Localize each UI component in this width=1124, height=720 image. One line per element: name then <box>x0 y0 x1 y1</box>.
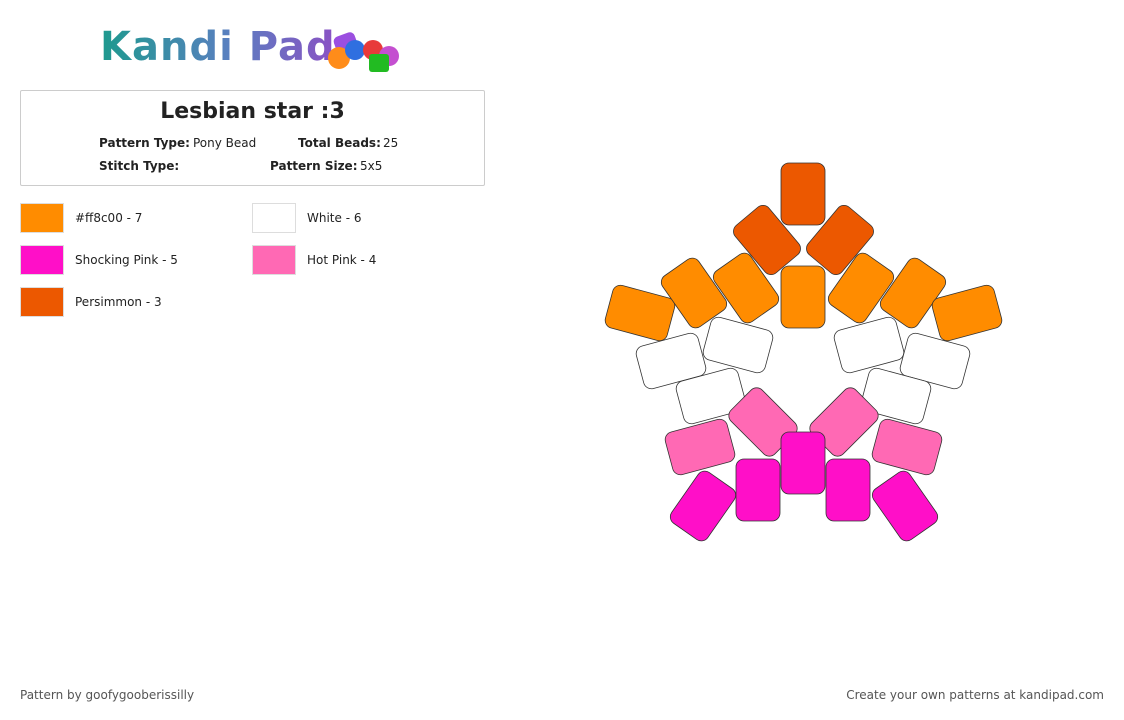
bead <box>825 458 871 522</box>
legend-swatch <box>252 203 296 233</box>
bead <box>871 418 943 476</box>
footer-credit: Pattern by goofygooberissilly <box>20 688 195 702</box>
bead <box>806 204 874 276</box>
field-value: 5x5 <box>360 159 383 173</box>
bead <box>669 470 737 542</box>
bead <box>660 257 728 329</box>
bead <box>780 162 826 226</box>
bead <box>780 431 826 495</box>
legend-label: Hot Pink - 4 <box>307 253 377 267</box>
legend-label: Shocking Pink - 5 <box>75 253 178 267</box>
field-value: Pony Bead <box>193 136 257 150</box>
bead <box>860 367 932 425</box>
bead <box>780 265 826 329</box>
bead <box>712 252 780 324</box>
bead <box>833 316 905 374</box>
bead <box>871 470 939 542</box>
bead <box>664 418 736 476</box>
field-label: Pattern Size: <box>270 159 358 173</box>
legend-swatch <box>252 245 296 275</box>
legend-label: Persimmon - 3 <box>75 295 162 309</box>
logo[interactable]: Kandi Pad <box>100 24 336 70</box>
field-label: Stitch Type: <box>99 159 180 173</box>
bead <box>702 316 774 374</box>
field-value: 25 <box>383 136 399 150</box>
bead <box>827 252 895 324</box>
bead <box>733 204 801 276</box>
bead <box>931 284 1003 342</box>
bead <box>735 458 781 522</box>
legend-swatch <box>20 245 64 275</box>
logo-icon <box>328 32 399 72</box>
bead <box>604 284 676 342</box>
bead <box>899 332 971 390</box>
bead <box>675 367 747 425</box>
legend-label: White - 6 <box>307 211 362 225</box>
legend-swatch <box>20 287 64 317</box>
footer-link[interactable]: Create your own patterns at kandipad.com <box>846 688 1104 702</box>
legend-swatch <box>20 203 64 233</box>
bead <box>635 332 707 390</box>
bead <box>879 257 947 329</box>
pattern-title: Lesbian star :3 <box>160 99 345 124</box>
field-label: Total Beads: <box>298 136 381 150</box>
pattern-card: Lesbian star :3 Pattern Type: Pony Bead … <box>20 90 485 186</box>
field-label: Pattern Type: <box>99 136 190 150</box>
legend-label: #ff8c00 - 7 <box>75 211 143 225</box>
